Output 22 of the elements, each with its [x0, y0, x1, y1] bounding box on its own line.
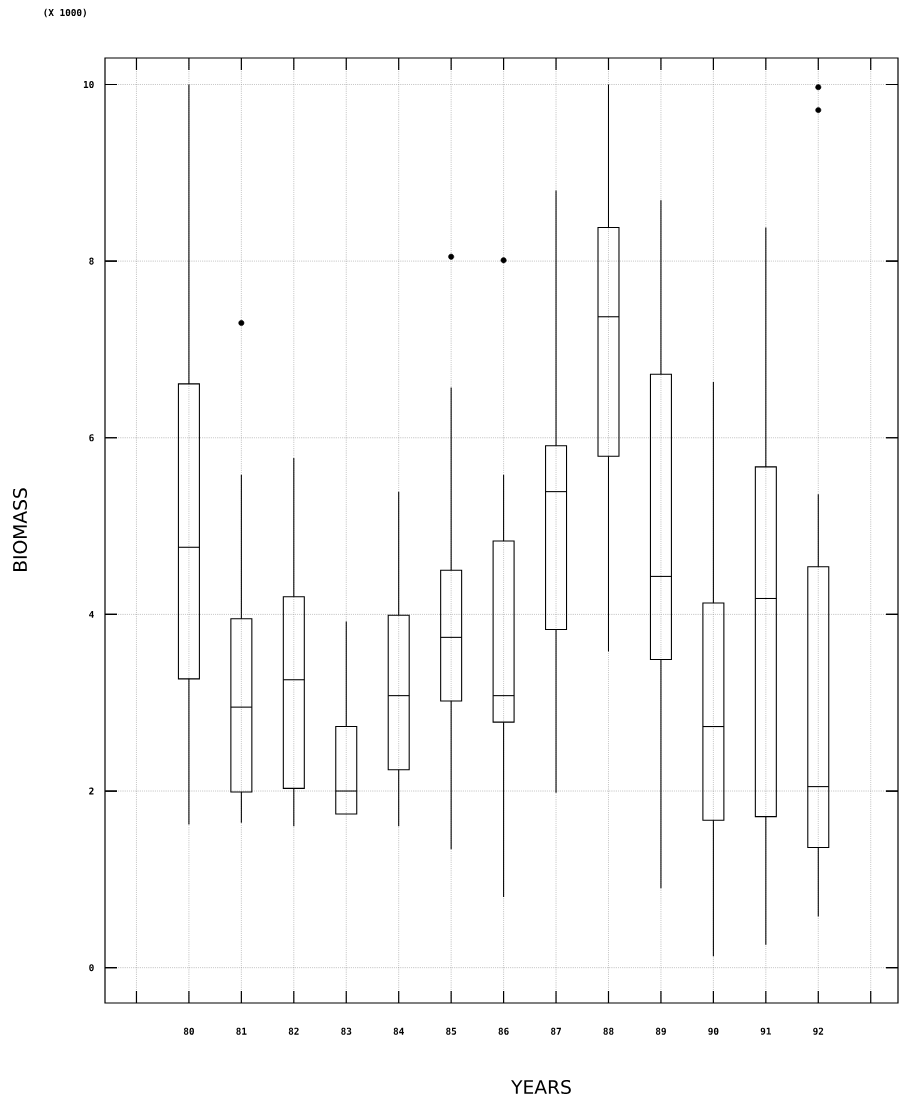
x-tick-label: 87	[551, 1027, 561, 1035]
y-tick-label: 8	[89, 257, 94, 265]
y-tick-label: 6	[89, 434, 94, 442]
x-tick-label: 81	[236, 1027, 247, 1035]
x-tick-label: 84	[393, 1027, 404, 1035]
y-tick-label: 4	[89, 611, 94, 618]
y-axis-title: BIOMASS	[12, 488, 28, 571]
y-tick-label: 0	[89, 964, 94, 972]
x-tick-label: 91	[760, 1027, 771, 1035]
x-tick-label: 83	[341, 1027, 352, 1035]
y-tick-label: 10	[83, 80, 94, 89]
y-tick-label: 2	[89, 787, 94, 795]
x-tick-label: 90	[708, 1027, 719, 1035]
x-tick-label: 92	[813, 1027, 824, 1035]
x-tick-label: 89	[655, 1027, 666, 1035]
x-tick-label: 80	[183, 1027, 194, 1035]
x-tick-label: 86	[498, 1027, 509, 1035]
text: (X 1000)	[44, 8, 86, 18]
x-axis-title: YEARS	[511, 1079, 571, 1095]
x-tick-label: 82	[288, 1027, 299, 1035]
x-tick-label: 88	[603, 1027, 614, 1035]
x-tick-label: 85	[446, 1027, 457, 1035]
